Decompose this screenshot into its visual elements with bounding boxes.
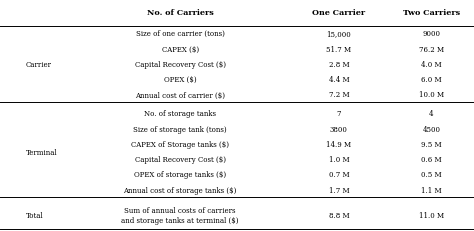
Text: Size of storage tank (tons): Size of storage tank (tons) <box>133 125 227 133</box>
Text: 4: 4 <box>429 110 434 118</box>
Text: 1.7 M: 1.7 M <box>328 186 349 194</box>
Text: 4.4 M: 4.4 M <box>328 76 349 84</box>
Text: 15,000: 15,000 <box>327 30 351 38</box>
Text: Carrier: Carrier <box>26 61 52 69</box>
Text: Capital Recovery Cost ($): Capital Recovery Cost ($) <box>135 61 226 69</box>
Text: 0.7 M: 0.7 M <box>328 171 349 179</box>
Text: 0.6 M: 0.6 M <box>421 155 442 164</box>
Text: Two Carriers: Two Carriers <box>403 9 460 17</box>
Text: Annual cost of storage tanks ($): Annual cost of storage tanks ($) <box>123 186 237 194</box>
Text: 7.2 M: 7.2 M <box>328 91 349 99</box>
Text: No. of Carriers: No. of Carriers <box>147 9 213 17</box>
Text: 11.0 M: 11.0 M <box>419 211 444 219</box>
Text: 3800: 3800 <box>330 125 348 133</box>
Text: Terminal: Terminal <box>26 148 58 156</box>
Text: 8.8 M: 8.8 M <box>328 211 349 219</box>
Text: Annual cost of carrier ($): Annual cost of carrier ($) <box>135 91 225 99</box>
Text: OPEX ($): OPEX ($) <box>164 76 196 84</box>
Text: 6.0 M: 6.0 M <box>421 76 442 84</box>
Text: No. of storage tanks: No. of storage tanks <box>144 110 216 118</box>
Text: OPEX of storage tanks ($): OPEX of storage tanks ($) <box>134 171 226 179</box>
Text: Capital Recovery Cost ($): Capital Recovery Cost ($) <box>135 155 226 164</box>
Text: 51.7 M: 51.7 M <box>326 45 352 53</box>
Text: 1.1 M: 1.1 M <box>421 186 442 194</box>
Text: 0.5 M: 0.5 M <box>421 171 442 179</box>
Text: 7: 7 <box>337 110 341 118</box>
Text: Sum of annual costs of carriers
and storage tanks at terminal ($): Sum of annual costs of carriers and stor… <box>121 207 239 224</box>
Text: 14.9 M: 14.9 M <box>326 140 352 148</box>
Text: 9.5 M: 9.5 M <box>421 140 442 148</box>
Text: 76.2 M: 76.2 M <box>419 45 444 53</box>
Text: 1.0 M: 1.0 M <box>328 155 349 164</box>
Text: CAPEX of Storage tanks ($): CAPEX of Storage tanks ($) <box>131 140 229 148</box>
Text: One Carrier: One Carrier <box>312 9 365 17</box>
Text: 2.8 M: 2.8 M <box>328 61 349 69</box>
Text: CAPEX ($): CAPEX ($) <box>162 45 199 53</box>
Text: 4500: 4500 <box>422 125 440 133</box>
Text: Total: Total <box>26 211 44 219</box>
Text: 4.0 M: 4.0 M <box>421 61 442 69</box>
Text: 9000: 9000 <box>422 30 440 38</box>
Text: 10.0 M: 10.0 M <box>419 91 444 99</box>
Text: Size of one carrier (tons): Size of one carrier (tons) <box>136 30 225 38</box>
